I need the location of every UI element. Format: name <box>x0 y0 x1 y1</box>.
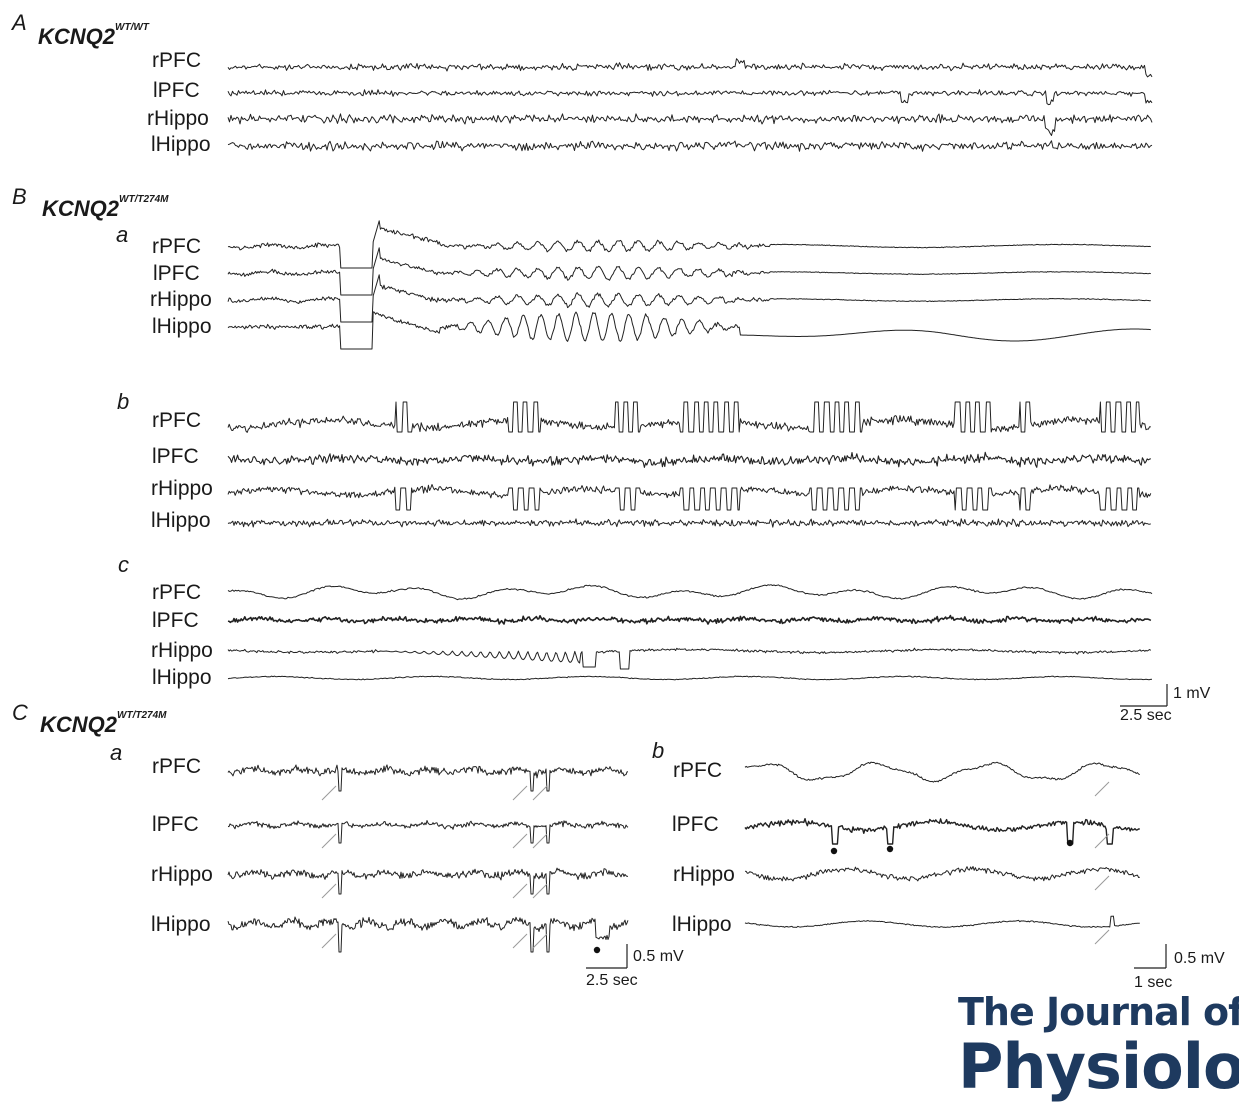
ba-lpfc-label: lPFC <box>153 262 200 285</box>
bc-rhippo-trace <box>227 647 1152 670</box>
journal-logo: The Journal of Physiolog <box>958 990 1239 1100</box>
cb-scale-time: 1 sec <box>1134 974 1173 991</box>
panel-b-genotype: KCNQ2WT/T274M <box>42 194 169 221</box>
ba-rpfc-label: rPFC <box>152 235 201 258</box>
b-scale-time: 2.5 sec <box>1120 707 1172 724</box>
ca-break-mark <box>512 933 528 949</box>
a-rhippo-trace <box>227 113 1153 136</box>
ba-rpfc-trace <box>227 220 1151 269</box>
ba-lpfc-trace <box>227 247 1151 296</box>
bc-rpfc-label: rPFC <box>152 581 201 604</box>
cb-lhippo-label: lHippo <box>672 913 732 936</box>
panel-bc-letter: c <box>118 552 129 577</box>
a-rpfc-trace <box>227 58 1153 78</box>
bb-rhippo-trace <box>227 484 1152 511</box>
ca-break-mark <box>532 883 548 899</box>
a-lhippo-trace <box>227 140 1153 152</box>
ca-break-mark <box>512 883 528 899</box>
ca-rpfc-trace <box>227 764 629 792</box>
panel-ba-letter: a <box>116 222 129 247</box>
ca-break-mark <box>512 833 528 849</box>
panel-bb-letter: b <box>117 389 130 414</box>
cb-break-mark <box>1094 781 1110 797</box>
panel-a-genotype: KCNQ2WT/WT <box>38 22 149 49</box>
ca-break-mark <box>512 785 528 801</box>
a-rpfc-label: rPFC <box>152 49 201 72</box>
ca-rhippo-label: rHippo <box>151 863 213 886</box>
bc-lhippo-trace <box>227 675 1153 681</box>
ca-break-mark <box>532 933 548 949</box>
cb-event-dot <box>830 847 838 855</box>
bc-rhippo-label: rHippo <box>151 639 213 662</box>
ca-lpfc-label: lPFC <box>152 813 199 836</box>
ca-rhippo-trace <box>227 867 629 895</box>
bb-rpfc-trace <box>227 401 1151 433</box>
panel-ca-letter: a <box>110 740 123 765</box>
cb-event-dot <box>1066 839 1074 847</box>
cb-lpfc-label: lPFC <box>672 813 719 836</box>
a-rhippo-label: rHippo <box>147 107 209 130</box>
ca-event-dot <box>593 946 601 954</box>
bb-rpfc-label: rPFC <box>152 409 201 432</box>
panel-a-letter: A <box>12 10 27 35</box>
cb-break-mark <box>1094 875 1110 891</box>
ba-lhippo-trace <box>227 311 1151 350</box>
panel-c-letter: C <box>12 700 28 725</box>
ca-break-mark <box>321 833 337 849</box>
cb-break-mark <box>1094 833 1110 849</box>
journal-logo-line2: Physiolog <box>958 1030 1239 1103</box>
cb-rpfc-trace <box>744 761 1140 783</box>
panel-cb-letter: b <box>652 738 665 763</box>
ca-scale-amplitude: 0.5 mV <box>633 948 684 965</box>
journal-logo-line1: The Journal of <box>958 990 1239 1034</box>
cb-break-mark <box>1094 929 1110 945</box>
ca-break-mark <box>532 833 548 849</box>
b-scale-amplitude: 1 mV <box>1173 685 1211 702</box>
panel-c-genotype: KCNQ2WT/T274M <box>40 710 167 737</box>
cb-event-dot <box>886 845 894 853</box>
ca-scale-time: 2.5 sec <box>586 972 638 989</box>
ca-break-mark <box>321 785 337 801</box>
cb-lhippo-trace <box>744 915 1140 928</box>
bc-rpfc-trace <box>227 584 1153 601</box>
bb-lhippo-label: lHippo <box>151 509 211 532</box>
bc-lpfc-trace <box>227 614 1152 625</box>
cb-rhippo-trace <box>744 866 1140 882</box>
ba-lhippo-label: lHippo <box>152 315 212 338</box>
bc-lhippo-label: lHippo <box>152 666 212 689</box>
cb-rhippo-label: rHippo <box>673 863 735 886</box>
ba-rhippo-trace <box>227 274 1151 323</box>
ca-lhippo-trace <box>227 916 629 953</box>
ba-rhippo-label: rHippo <box>150 288 212 311</box>
a-lhippo-label: lHippo <box>151 133 211 156</box>
cb-lpfc-trace <box>744 818 1140 845</box>
a-lpfc-trace <box>227 89 1153 106</box>
bb-lhippo-trace <box>227 518 1151 528</box>
cb-scale-amplitude: 0.5 mV <box>1174 950 1225 967</box>
ca-lpfc-trace <box>227 820 629 844</box>
cb-rpfc-label: rPFC <box>673 759 722 782</box>
bb-lpfc-trace <box>227 451 1151 468</box>
panel-b-letter: B <box>12 184 27 209</box>
ca-lhippo-label: lHippo <box>151 913 211 936</box>
ca-rpfc-label: rPFC <box>152 755 201 778</box>
a-lpfc-label: lPFC <box>153 79 200 102</box>
bc-lpfc-label: lPFC <box>152 609 199 632</box>
bb-rhippo-label: rHippo <box>151 477 213 500</box>
bb-lpfc-label: lPFC <box>152 445 199 468</box>
ca-break-mark <box>321 933 337 949</box>
ca-break-mark <box>532 785 548 801</box>
ca-break-mark <box>321 883 337 899</box>
